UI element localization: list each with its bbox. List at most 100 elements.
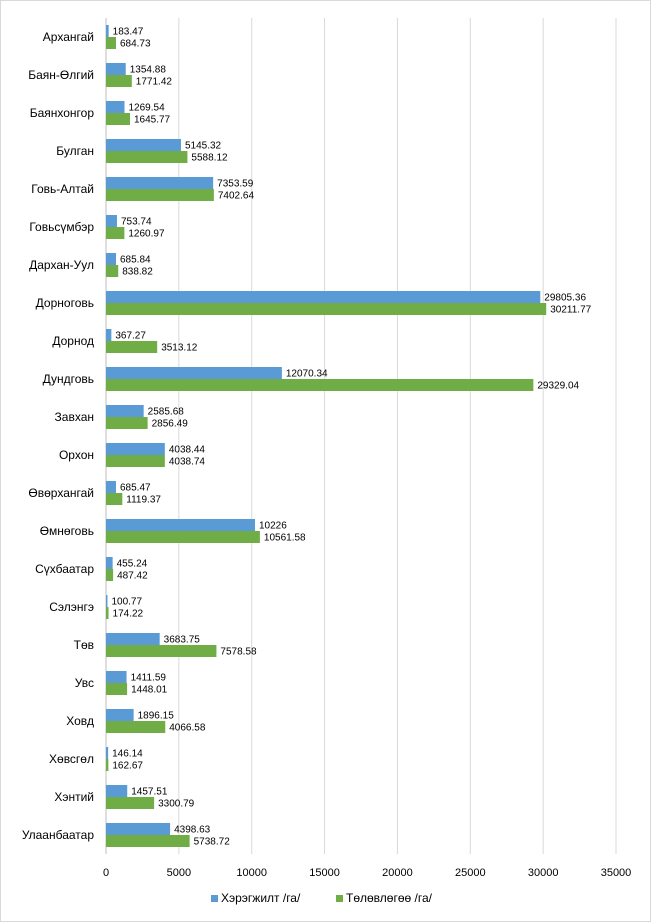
category-label: Баянхонгор [30, 106, 95, 120]
category-label: Дорнод [52, 334, 94, 348]
bar [106, 443, 165, 455]
data-label: 487.42 [117, 571, 148, 582]
bar [106, 759, 109, 771]
data-label: 29329.04 [537, 381, 579, 392]
data-label: 10561.58 [264, 533, 306, 544]
x-tick-label: 30000 [528, 867, 559, 879]
legend-swatch-2 [336, 895, 343, 902]
data-label: 1645.77 [134, 115, 171, 126]
bar [106, 531, 260, 543]
bar [106, 797, 155, 809]
bar [106, 683, 128, 695]
category-label: Өвөрхангай [28, 486, 94, 500]
bars [106, 25, 547, 847]
bar [106, 25, 109, 37]
category-label: Хөвсгөл [49, 752, 94, 766]
data-label: 1119.37 [126, 495, 161, 506]
data-label: 146.14 [112, 749, 143, 760]
data-label: 174.22 [113, 609, 144, 620]
category-label: Сэлэнгэ [49, 600, 94, 614]
bar [106, 151, 188, 163]
bar [106, 493, 123, 505]
bar [106, 405, 144, 417]
x-tick-label: 10000 [236, 867, 267, 879]
data-label: 1354.88 [130, 65, 167, 76]
legend-swatch-1 [211, 895, 218, 902]
legend-label-2: Төлөвлөгөө /га/ [346, 891, 433, 905]
data-label: 12070.34 [286, 369, 328, 380]
data-label: 100.77 [111, 597, 142, 608]
bar [106, 519, 256, 531]
category-label: Ховд [66, 714, 94, 728]
data-label: 1448.01 [131, 685, 168, 696]
bar [106, 645, 217, 657]
data-label: 4038.74 [169, 457, 206, 468]
data-label: 685.84 [120, 255, 151, 266]
data-label: 1771.42 [136, 77, 173, 88]
category-label: Дорноговь [36, 296, 94, 310]
legend-label-1: Хэрэгжилт /га/ [221, 891, 301, 905]
bar [106, 215, 117, 227]
category-label: Улаанбаатар [22, 828, 95, 842]
data-label: 1269.54 [128, 103, 165, 114]
data-label: 684.73 [120, 39, 151, 50]
data-label: 455.24 [117, 559, 148, 570]
data-label: 3300.79 [158, 799, 195, 810]
bar [106, 455, 165, 467]
bar [106, 253, 116, 265]
data-label: 1457.51 [131, 787, 168, 798]
bar [106, 709, 134, 721]
data-label: 2856.49 [152, 419, 189, 430]
data-label: 29805.36 [544, 293, 586, 304]
data-label: 838.82 [122, 267, 153, 278]
data-label: 7578.58 [220, 647, 257, 658]
data-label: 7353.59 [217, 179, 254, 190]
bar [106, 101, 125, 113]
bar [106, 835, 190, 847]
bar [106, 785, 128, 797]
bar [106, 417, 148, 429]
category-label: Дархан-Уул [29, 258, 94, 272]
x-tick-label: 15000 [309, 867, 340, 879]
bar [106, 671, 127, 683]
category-label: Орхон [59, 448, 94, 462]
data-label: 685.47 [120, 483, 151, 494]
data-label: 1260.97 [128, 229, 165, 240]
bar [106, 747, 109, 759]
bar [106, 291, 541, 303]
bar [106, 75, 132, 87]
category-label: Төв [74, 638, 94, 652]
legend: Хэрэгжилт /га/ Төлөвлөгөө /га/ [211, 891, 433, 905]
bar [106, 265, 119, 277]
bar [106, 139, 181, 151]
category-label: Хэнтий [54, 790, 94, 804]
category-label: Завхан [55, 410, 94, 424]
data-label: 4038.44 [169, 445, 206, 456]
data-label: 1896.15 [138, 711, 175, 722]
data-label: 7402.64 [218, 191, 255, 202]
x-tick-label: 5000 [167, 867, 191, 879]
bar [106, 303, 547, 315]
data-label: 4066.58 [169, 723, 206, 734]
data-label: 30211.77 [550, 305, 591, 316]
data-label: 753.74 [121, 217, 152, 228]
category-label: Булган [56, 144, 94, 158]
category-label: Архангай [43, 30, 94, 44]
data-label: 5588.12 [191, 153, 228, 164]
data-label: 183.47 [113, 27, 144, 38]
bar [106, 379, 534, 391]
data-label: 5738.72 [194, 837, 231, 848]
bar [106, 177, 214, 189]
x-tick-label: 25000 [455, 867, 486, 879]
bar [106, 595, 108, 607]
bar [106, 113, 130, 125]
data-label: 1411.59 [131, 673, 167, 684]
category-labels: Архангай Баян-Өлгий Баянхонгор Булган Говь-А… [22, 30, 95, 842]
bar [106, 367, 282, 379]
bar [106, 481, 116, 493]
data-label: 162.67 [112, 761, 143, 772]
bar [106, 721, 166, 733]
x-tick-label: 35000 [601, 867, 632, 879]
